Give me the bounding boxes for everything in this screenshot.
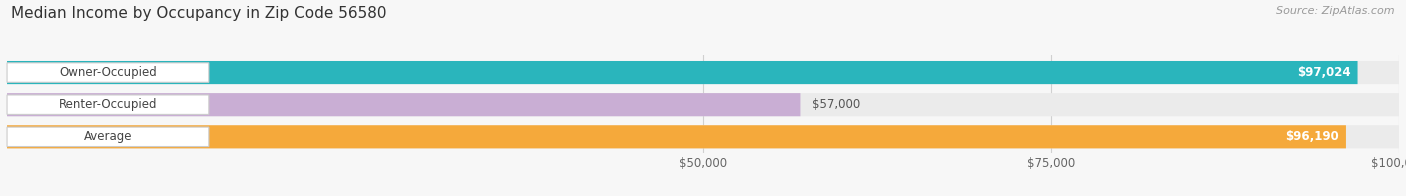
Text: Average: Average	[84, 130, 132, 143]
FancyBboxPatch shape	[7, 61, 1399, 84]
FancyBboxPatch shape	[7, 125, 1346, 148]
Text: Owner-Occupied: Owner-Occupied	[59, 66, 157, 79]
Text: $97,024: $97,024	[1296, 66, 1351, 79]
FancyBboxPatch shape	[7, 95, 209, 114]
FancyBboxPatch shape	[7, 125, 1399, 148]
Text: Median Income by Occupancy in Zip Code 56580: Median Income by Occupancy in Zip Code 5…	[11, 6, 387, 21]
FancyBboxPatch shape	[7, 63, 209, 82]
Text: $96,190: $96,190	[1285, 130, 1339, 143]
Text: Source: ZipAtlas.com: Source: ZipAtlas.com	[1277, 6, 1395, 16]
FancyBboxPatch shape	[7, 93, 1399, 116]
FancyBboxPatch shape	[7, 93, 800, 116]
FancyBboxPatch shape	[7, 61, 1358, 84]
Text: Renter-Occupied: Renter-Occupied	[59, 98, 157, 111]
Text: $57,000: $57,000	[811, 98, 860, 111]
FancyBboxPatch shape	[7, 127, 209, 147]
